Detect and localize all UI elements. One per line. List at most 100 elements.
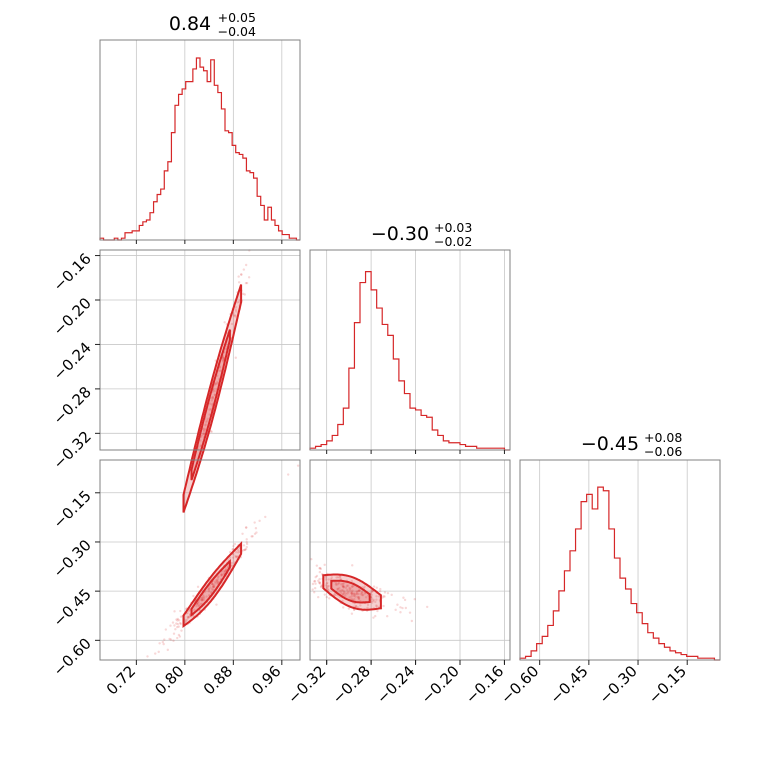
y-tick-label: −0.45 (50, 585, 95, 630)
scatter-point (207, 588, 211, 591)
scatter-point (217, 575, 220, 578)
scatter-point (224, 568, 228, 571)
scatter-point (357, 596, 360, 599)
scatter-point (203, 596, 206, 600)
scatter-point (386, 615, 389, 618)
contour-level-0 (322, 573, 382, 611)
scatter-point (197, 600, 200, 604)
scatter-point (342, 606, 345, 609)
scatter-point (310, 557, 313, 561)
scatter-point (358, 589, 361, 592)
scatter-point (234, 356, 237, 359)
scatter-point (410, 619, 414, 623)
scatter-point (345, 584, 349, 588)
scatter-point (377, 595, 381, 598)
scatter-point (366, 606, 369, 610)
scatter-point (210, 582, 214, 585)
scatter-point (341, 592, 344, 596)
scatter-point (364, 596, 368, 599)
scatter-point (254, 527, 258, 530)
scatter-point (344, 594, 347, 597)
scatter-point (361, 591, 364, 594)
scatter-point (177, 625, 180, 628)
scatter-point (372, 585, 376, 588)
scatter-point (244, 548, 248, 551)
x-tick-label: 0.88 (200, 662, 236, 698)
scatter-point (187, 616, 190, 619)
scatter-point (178, 635, 182, 638)
scatter-point (174, 627, 177, 631)
scatter-point (319, 567, 322, 571)
scatter-point (184, 619, 187, 622)
scatter-point (216, 382, 219, 385)
scatter-point (370, 593, 373, 597)
scatter-point (216, 576, 220, 579)
scatter-point (371, 601, 374, 604)
scatter-point (333, 593, 336, 596)
scatter-point (379, 590, 382, 593)
scatter-point (213, 580, 217, 583)
scatter-point (324, 584, 328, 587)
scatter-point (210, 430, 213, 433)
scatter-point (222, 570, 226, 573)
scatter-point (187, 615, 191, 619)
scatter-point (188, 614, 191, 617)
scatter-point (204, 423, 207, 426)
scatter-point (172, 639, 175, 642)
scatter-point (342, 590, 346, 593)
scatter-point (329, 578, 333, 581)
scatter-point (315, 574, 319, 578)
scatter-point (413, 598, 416, 601)
scatter-point (231, 548, 234, 551)
y-tick-label: −0.60 (50, 634, 95, 679)
scatter-point (258, 519, 261, 523)
hist-title-lower-0: −0.04 (218, 24, 256, 39)
scatter-point (399, 606, 402, 609)
scatter-point (359, 604, 362, 607)
scatter-point (348, 588, 352, 592)
scatter-point (158, 642, 161, 645)
scatter-point (242, 544, 246, 547)
scatter-point (202, 432, 206, 435)
scatter-point (196, 602, 199, 606)
scatter-point (162, 642, 165, 646)
x-tick-label: 0.96 (248, 662, 284, 698)
scatter-point (205, 595, 208, 598)
scatter-point (372, 598, 375, 602)
x-tick-label: −0.24 (373, 662, 418, 707)
scatter-point (186, 612, 189, 615)
scatter-point (375, 605, 378, 608)
scatter-point (186, 615, 189, 618)
scatter-point (339, 591, 343, 594)
scatter-point (245, 545, 248, 549)
scatter-point (255, 531, 258, 534)
scatter-point (215, 603, 218, 606)
scatter-point (350, 591, 354, 595)
contour-level-1 (330, 579, 371, 604)
scatter-point (403, 598, 407, 602)
scatter-point (220, 573, 224, 577)
scatter-point (401, 606, 404, 610)
hist-frame-2 (519, 459, 721, 661)
scatter-point (352, 594, 355, 598)
scatter-point (213, 390, 216, 393)
scatter-point (217, 369, 221, 373)
x-tick-label: −0.45 (546, 662, 591, 707)
scatter-point (176, 619, 179, 622)
scatter-point (342, 582, 345, 585)
scatter-point (342, 585, 345, 589)
scatter-point (357, 592, 360, 596)
scatter-point (311, 582, 315, 586)
scatter-point (237, 300, 241, 304)
scatter-point (350, 579, 354, 583)
scatter-point (173, 624, 176, 627)
x-tick-label: −0.20 (418, 662, 463, 707)
scatter-point (325, 586, 328, 590)
scatter-point (247, 276, 251, 279)
x-tick-label: −0.15 (645, 662, 690, 707)
scatter-point (337, 581, 341, 585)
scatter-point (202, 432, 206, 436)
scatter-point (317, 595, 320, 599)
pair-frame-2 (309, 459, 511, 661)
